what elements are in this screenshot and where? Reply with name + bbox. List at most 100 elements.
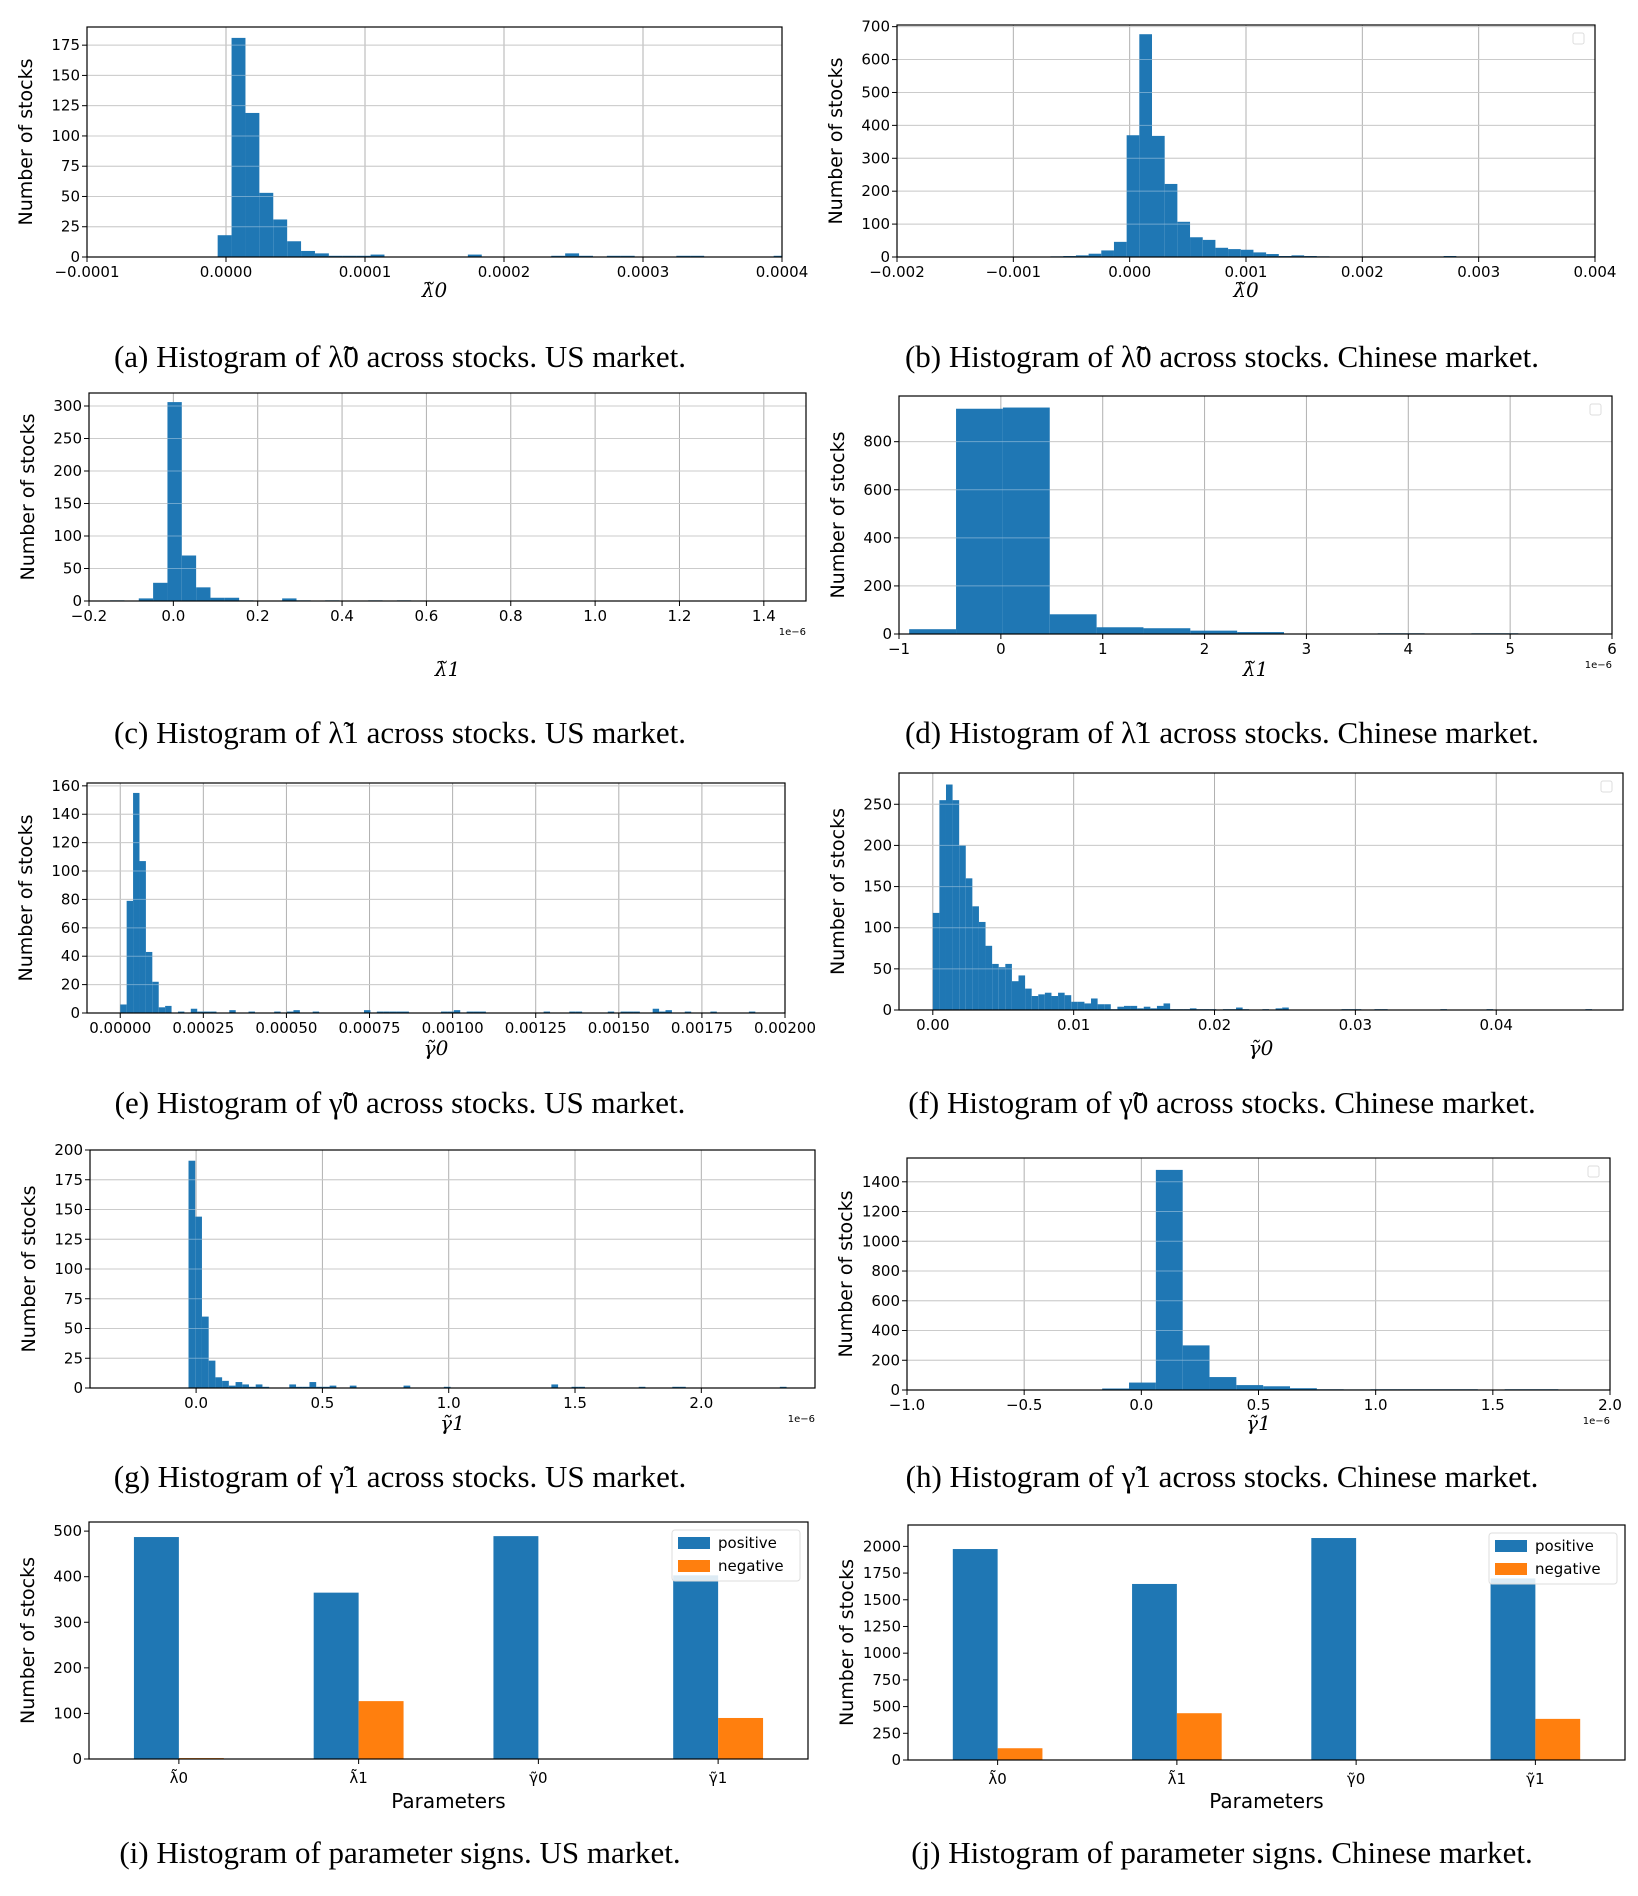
histogram-bar	[1097, 1004, 1105, 1010]
histogram-bar	[1088, 253, 1102, 257]
y-tick-label: 1250	[863, 1617, 901, 1635]
y-tick-label: 1750	[863, 1564, 901, 1582]
x-tick-label: 4	[1404, 640, 1414, 658]
panel-i: λ̃0 λ̃1 γ̃0 γ̃1 positive negative 0 100 200 300 40…	[17, 1521, 809, 1870]
histogram-bar	[1113, 241, 1127, 257]
histogram-bar	[1275, 1008, 1283, 1010]
histogram-bar	[565, 253, 580, 257]
histogram-bar	[467, 254, 482, 257]
y-axis-label: Number of stocks	[827, 808, 849, 975]
histogram-bar	[1282, 1007, 1289, 1010]
y-tick-label: 50	[61, 187, 80, 205]
legend-label-negative: negative	[718, 1557, 784, 1575]
histogram-bar	[972, 906, 979, 1010]
histogram-bar	[1123, 1005, 1131, 1010]
histogram-bar	[665, 1010, 672, 1013]
panel-h: −1.0 −0.5 0.0 0.5 1.0 1.5 2.0 1e−6 0 200 400 600 800…	[835, 1157, 1622, 1494]
y-tick-label: 20	[61, 976, 80, 994]
x-tick-label: λ̃1	[1168, 1769, 1186, 1788]
histogram-bar	[235, 1382, 243, 1388]
histogram-bar	[139, 861, 146, 1013]
y-tick-label: 250	[53, 430, 82, 448]
histogram-bar	[627, 1011, 634, 1013]
y-tick-label: 700	[861, 18, 890, 36]
y-tick-label: 600	[863, 481, 892, 499]
x-tick-label: 0.00100	[422, 1019, 484, 1037]
x-tick-label: 0.00200	[754, 1019, 816, 1037]
histogram-bar	[1101, 250, 1114, 257]
histogram-bar	[273, 219, 288, 257]
histogram-bar	[985, 945, 993, 1010]
y-tick-label: 75	[64, 1290, 83, 1308]
histogram-bar	[1064, 995, 1072, 1010]
x-tick-label: 0.02	[1198, 1016, 1231, 1034]
y-tick-label: 60	[61, 919, 80, 937]
x-tick-label: 0.00125	[505, 1019, 567, 1037]
bar-positive	[1311, 1538, 1357, 1760]
y-tick-label: 600	[871, 1292, 900, 1310]
histogram-bar	[1071, 1001, 1078, 1010]
histogram-bar	[1075, 255, 1089, 257]
histogram-bar	[965, 878, 973, 1010]
legend-swatch-positive	[1495, 1540, 1527, 1552]
histogram-bar	[217, 235, 232, 257]
histogram-bar	[945, 784, 953, 1010]
y-tick-label: 0	[70, 1004, 80, 1022]
histogram-bar	[210, 1011, 217, 1013]
histogram-bar	[274, 1011, 281, 1013]
panel-a: −0.0001 0.0000 0.0001 0.0002 0.0003 0.0004 0 25…	[15, 26, 808, 374]
x-tick-label: 1.0	[437, 1394, 461, 1412]
x-tick-label: 1.2	[668, 607, 692, 625]
histogram-bar	[620, 255, 635, 257]
empty-legend-box	[1587, 1165, 1600, 1178]
plot-frame	[896, 24, 1596, 258]
histogram-bar	[248, 1011, 255, 1013]
bar-negative	[1535, 1718, 1581, 1760]
panel-c: −0.2 0.0 0.2 0.4 0.6 0.8 1.0 1.2 1.41e−6 0 50 100 15…	[17, 392, 807, 750]
histogram-bar	[370, 254, 385, 257]
x-tick-label: −0.5	[1006, 1396, 1042, 1414]
histogram-bar	[1137, 1008, 1144, 1010]
y-tick-label: 40	[61, 947, 80, 965]
y-tick-label: 0	[891, 1751, 901, 1769]
histogram-bar	[684, 1011, 692, 1013]
plot-frame	[88, 1521, 809, 1760]
x-tick-label: −0.0001	[54, 263, 119, 281]
plot-frame	[898, 395, 1613, 635]
histogram-bar	[1228, 249, 1241, 257]
histogram-bar	[659, 1011, 666, 1013]
x-tick-label: γ̃1	[709, 1769, 727, 1787]
x-tick-label: 0.003	[1457, 263, 1500, 281]
x-tick-label: λ̃1	[349, 1768, 367, 1787]
x-tick-label: −0.002	[869, 263, 925, 281]
histogram-bar	[992, 963, 999, 1010]
x-tick-label: 0.2	[246, 607, 270, 625]
histogram-bar	[145, 951, 153, 1013]
histogram-bar	[690, 255, 705, 257]
histogram-bar	[551, 255, 566, 257]
plot-frame	[906, 1157, 1611, 1391]
histogram-bar	[1290, 1388, 1317, 1390]
x-tick-label: 0.00075	[339, 1019, 401, 1037]
figure-caption: (b) Histogram of λ̃0 across stocks. Chin…	[905, 339, 1539, 374]
figure-caption: (h) Histogram of γ̃1 across stocks. Chin…	[906, 1459, 1539, 1494]
histogram-bar	[620, 1011, 628, 1013]
histogram-bar	[1130, 1005, 1138, 1010]
histogram-bar	[259, 192, 274, 257]
histogram-bar	[242, 1384, 249, 1388]
y-axis-label: Number of stocks	[17, 1557, 39, 1724]
x-tick-label: 0.004	[1574, 263, 1617, 281]
y-tick-label: 500	[53, 1522, 82, 1540]
axis-offset-label: 1e−6	[788, 1414, 815, 1425]
legend-swatch-negative	[1495, 1563, 1527, 1575]
histogram-bar	[479, 1011, 486, 1013]
histogram-bar	[1051, 996, 1059, 1010]
x-tick-label: 2	[1200, 640, 1210, 658]
histogram-bar	[1129, 1382, 1156, 1390]
x-tick-label: 0.0	[184, 1394, 208, 1412]
bar-positive	[1490, 1578, 1536, 1760]
x-tick-label: 0.002	[1341, 263, 1384, 281]
figure-caption: (i) Histogram of parameter signs. US mar…	[119, 1835, 680, 1870]
x-tick-label: 0.4	[330, 607, 354, 625]
